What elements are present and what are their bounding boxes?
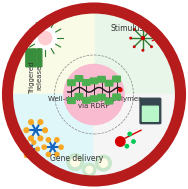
- Circle shape: [67, 154, 84, 171]
- Circle shape: [34, 129, 37, 132]
- FancyBboxPatch shape: [98, 94, 105, 100]
- Circle shape: [29, 120, 33, 124]
- Circle shape: [24, 141, 28, 144]
- FancyBboxPatch shape: [83, 98, 90, 103]
- FancyBboxPatch shape: [105, 98, 113, 104]
- Circle shape: [51, 146, 54, 149]
- Circle shape: [99, 159, 108, 167]
- Circle shape: [64, 64, 124, 125]
- Circle shape: [29, 136, 33, 141]
- Circle shape: [128, 132, 131, 136]
- Circle shape: [142, 25, 144, 27]
- Circle shape: [83, 163, 96, 176]
- Circle shape: [33, 26, 57, 50]
- Circle shape: [29, 148, 31, 150]
- Wedge shape: [94, 10, 179, 94]
- Circle shape: [42, 145, 46, 149]
- Circle shape: [154, 37, 156, 39]
- FancyBboxPatch shape: [90, 96, 98, 101]
- Circle shape: [36, 147, 39, 151]
- Circle shape: [86, 166, 93, 173]
- Circle shape: [43, 128, 47, 132]
- FancyBboxPatch shape: [113, 94, 120, 100]
- Circle shape: [24, 128, 29, 132]
- Circle shape: [151, 46, 152, 47]
- Circle shape: [133, 29, 135, 30]
- Circle shape: [24, 154, 28, 157]
- Circle shape: [119, 88, 122, 91]
- FancyBboxPatch shape: [68, 80, 75, 86]
- FancyBboxPatch shape: [105, 80, 113, 86]
- Circle shape: [46, 138, 51, 142]
- Text: Well-defined glycopolymer
via RDRP: Well-defined glycopolymer via RDRP: [48, 95, 140, 108]
- Circle shape: [21, 147, 24, 151]
- FancyBboxPatch shape: [68, 98, 75, 103]
- Circle shape: [59, 145, 63, 149]
- Circle shape: [125, 145, 129, 148]
- FancyBboxPatch shape: [75, 94, 83, 99]
- FancyBboxPatch shape: [75, 76, 83, 81]
- Circle shape: [70, 157, 80, 167]
- Circle shape: [55, 152, 59, 156]
- Circle shape: [130, 37, 131, 39]
- Circle shape: [141, 37, 144, 40]
- Circle shape: [133, 46, 135, 47]
- Circle shape: [151, 29, 152, 30]
- FancyBboxPatch shape: [98, 77, 105, 82]
- Wedge shape: [9, 94, 94, 179]
- Circle shape: [32, 154, 36, 157]
- Circle shape: [38, 120, 43, 124]
- FancyBboxPatch shape: [32, 49, 36, 67]
- FancyBboxPatch shape: [143, 106, 158, 121]
- Circle shape: [142, 50, 144, 51]
- Wedge shape: [9, 10, 94, 94]
- Circle shape: [46, 152, 51, 156]
- FancyBboxPatch shape: [90, 78, 98, 84]
- Text: Gene delivery: Gene delivery: [50, 154, 104, 163]
- Circle shape: [55, 138, 59, 142]
- Circle shape: [132, 140, 135, 143]
- FancyBboxPatch shape: [140, 98, 161, 124]
- Text: Triggered
release: Triggered release: [29, 61, 42, 94]
- Circle shape: [116, 137, 125, 146]
- Circle shape: [8, 8, 180, 181]
- FancyBboxPatch shape: [83, 80, 90, 85]
- FancyBboxPatch shape: [113, 76, 120, 82]
- Text: Stimulus: Stimulus: [110, 24, 144, 33]
- Circle shape: [32, 141, 36, 144]
- FancyBboxPatch shape: [26, 49, 30, 67]
- Circle shape: [96, 155, 111, 171]
- Circle shape: [38, 136, 43, 141]
- Circle shape: [39, 32, 52, 45]
- Wedge shape: [94, 94, 179, 179]
- FancyBboxPatch shape: [37, 49, 42, 67]
